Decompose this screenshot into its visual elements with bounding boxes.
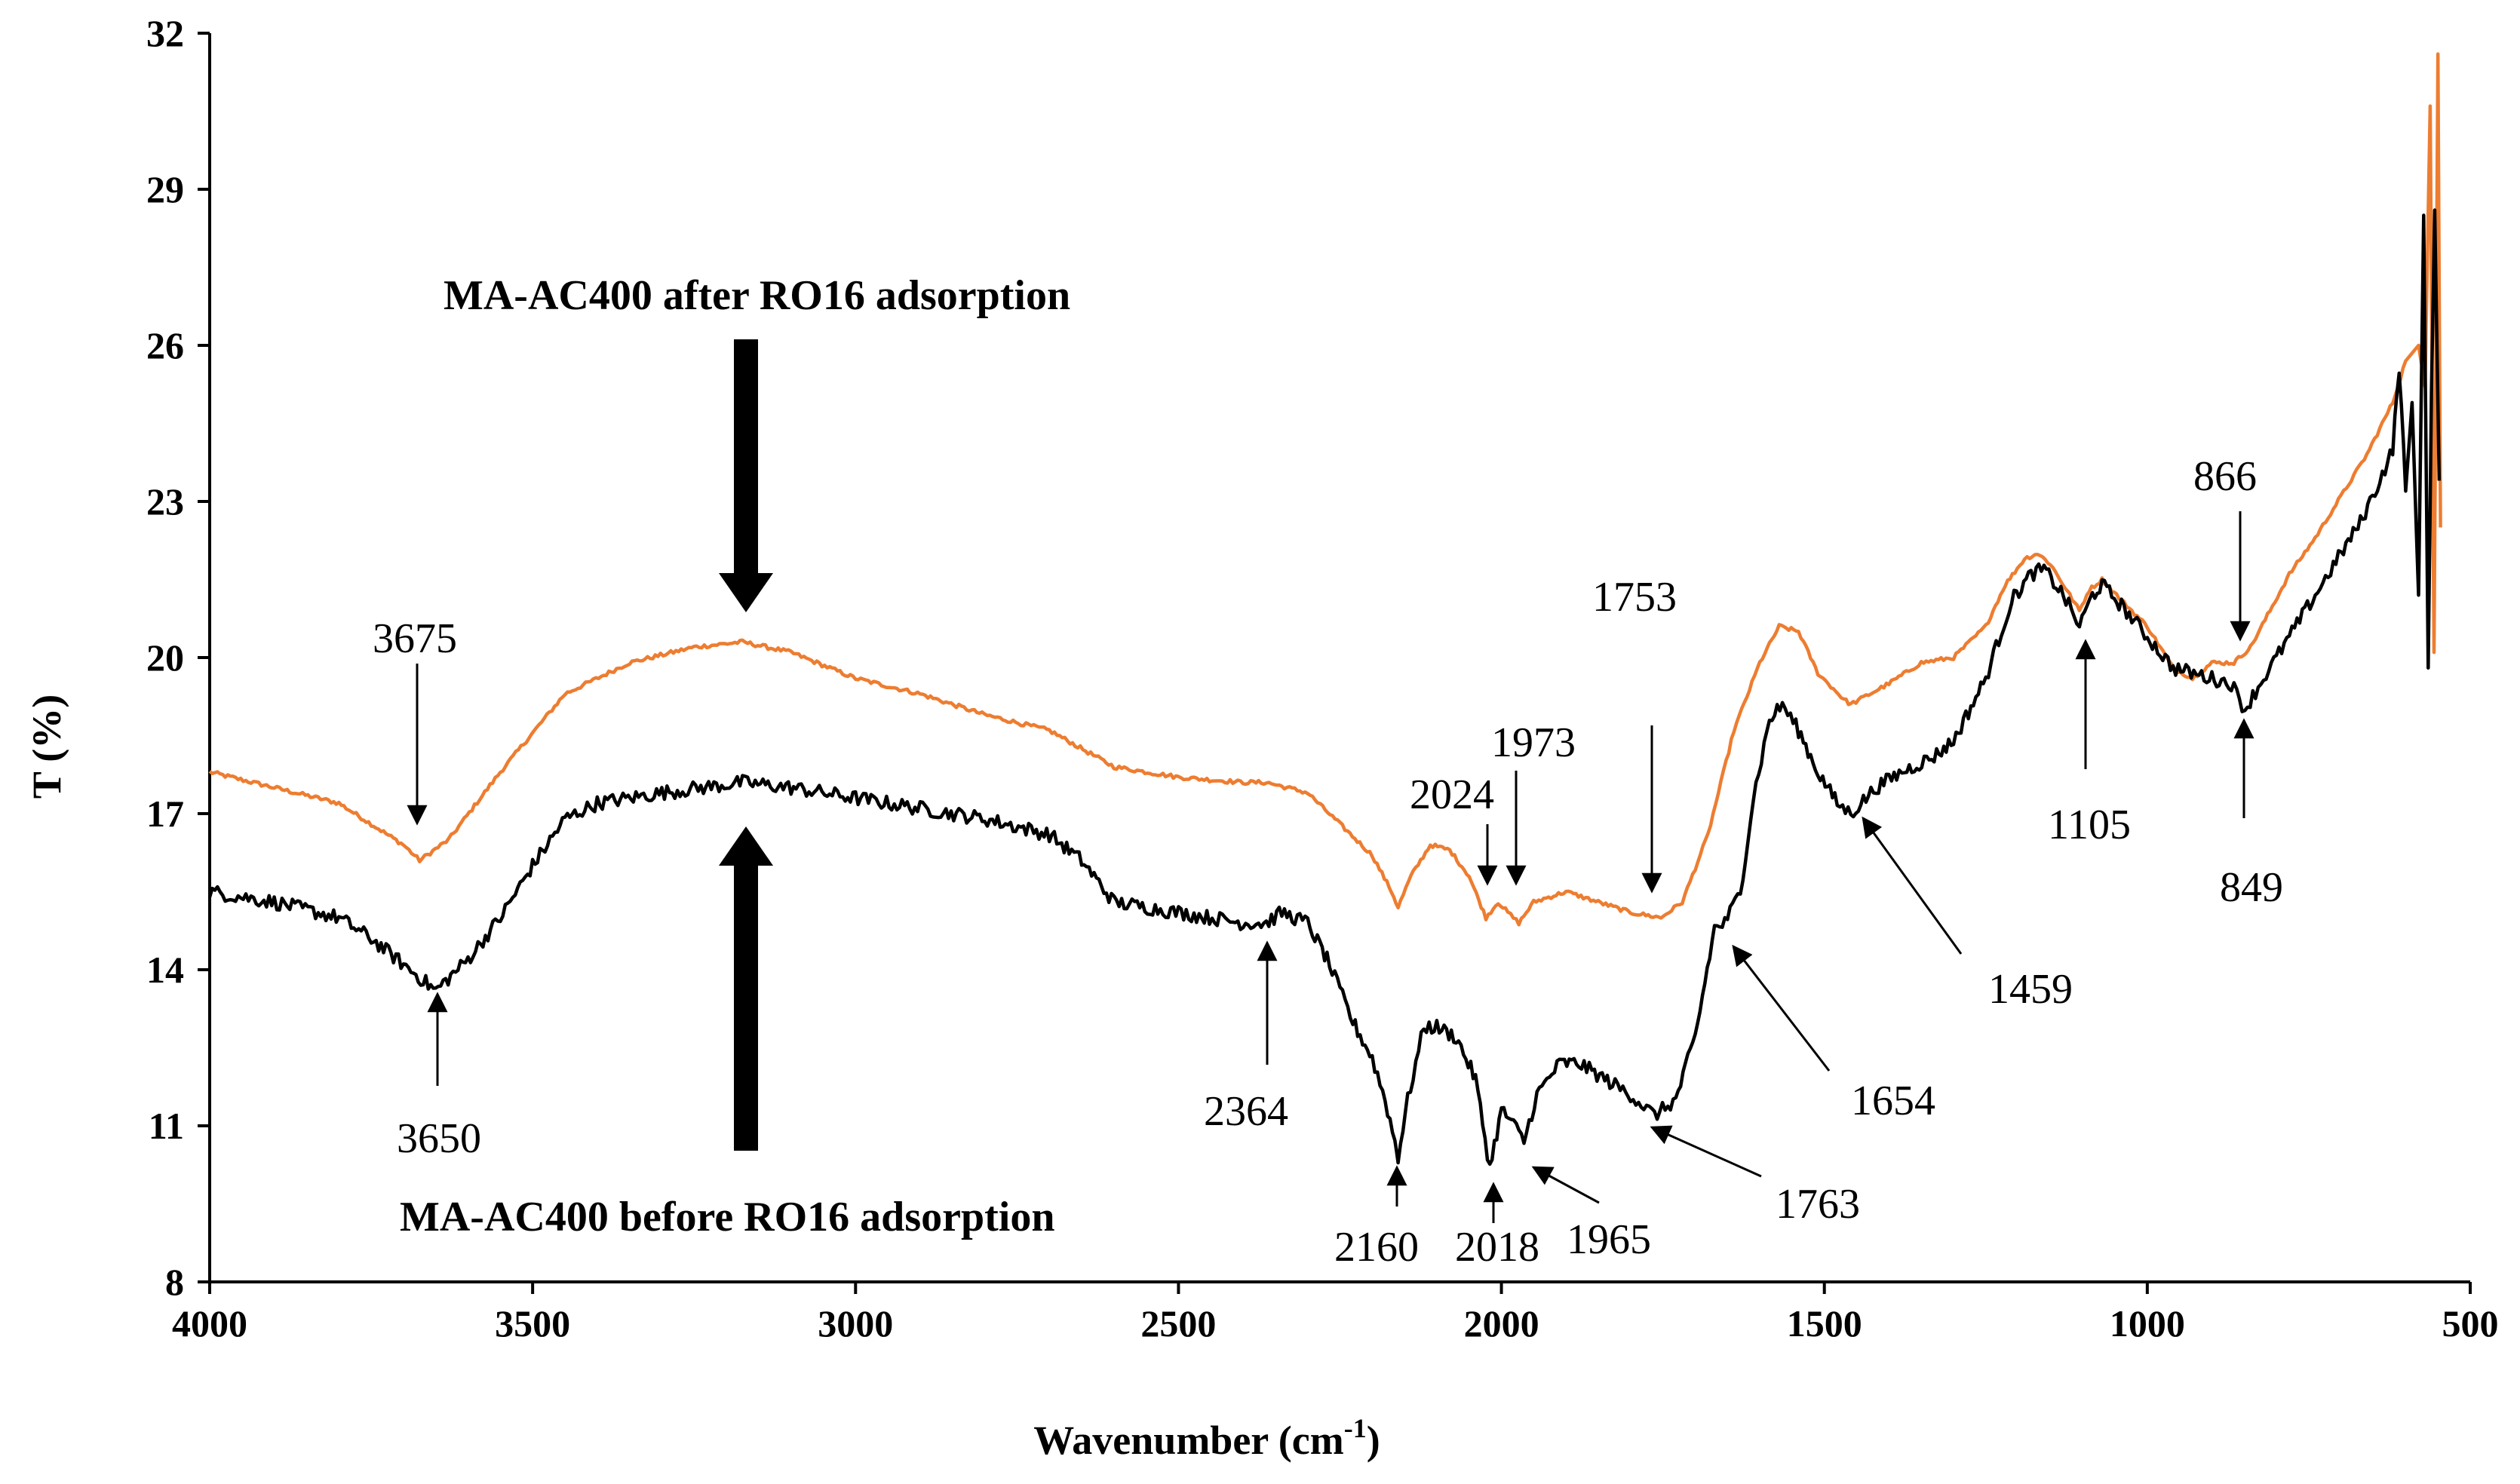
x-tick-label: 3000 (818, 1302, 893, 1344)
annotation-1763-arrow (1650, 1125, 1762, 1178)
y-tick-label: 14 (146, 949, 184, 991)
x-tick-label: 1500 (1787, 1302, 1862, 1344)
annotation-1753: 1753 (1592, 574, 1677, 621)
y-tick-label: 8 (165, 1261, 184, 1303)
series-before-adsorption-line (207, 208, 2442, 1167)
annotation-1654-arrow (1732, 944, 1831, 1072)
y-axis-title: T (%) (24, 694, 69, 799)
annotation-3675: 3675 (373, 615, 457, 662)
x-axis-title: Wavenumber (cm-1) (1033, 1413, 1380, 1463)
y-tick-label: 23 (146, 480, 184, 523)
annotation-1459: 1459 (1988, 966, 2073, 1013)
annotation-2018: 2018 (1455, 1224, 1539, 1271)
annotation-2024: 2024 (1410, 771, 1494, 818)
label-before-adsorption: MA-AC400 before RO16 adsorption (400, 1194, 1054, 1240)
annotation-1763: 1763 (1776, 1181, 1860, 1228)
x-tick-label: 3500 (495, 1302, 570, 1344)
x-axis-title-main: Wavenumber (cm (1033, 1418, 1343, 1463)
y-tick-label: 26 (146, 324, 184, 366)
x-axis-title-close: ) (1367, 1418, 1380, 1463)
x-tick-label: 4000 (172, 1302, 247, 1344)
annotation-1459-arrow (1862, 816, 1963, 955)
annotation-3650: 3650 (397, 1115, 481, 1162)
x-tick-label: 2500 (1140, 1302, 1216, 1344)
annotation-1965: 1965 (1567, 1216, 1651, 1263)
annotation-1654: 1654 (1851, 1078, 1935, 1124)
label-after-adsorption: MA-AC400 after RO16 adsorption (444, 272, 1070, 319)
annotation-2364: 2364 (1204, 1088, 1288, 1135)
up-block-arrow (719, 826, 773, 1151)
annotation-1965-arrow (1531, 1166, 1600, 1204)
annotation-2160: 2160 (1334, 1224, 1419, 1271)
annotation-849: 849 (2220, 864, 2283, 911)
x-axis-title-sup: -1 (1344, 1413, 1367, 1443)
annotation-866: 866 (2193, 453, 2257, 500)
x-tick-label: 1000 (2110, 1302, 2185, 1344)
annotation-1973: 1973 (1491, 719, 1576, 766)
series-after-adsorption-line (208, 52, 2442, 927)
y-tick-label: 32 (146, 12, 184, 54)
y-tick-label: 29 (146, 168, 184, 210)
down-block-arrow (719, 339, 773, 612)
annotation-1105: 1105 (2048, 802, 2131, 848)
x-tick-label: 2000 (1464, 1302, 1539, 1344)
y-tick-label: 20 (146, 636, 184, 679)
x-tick-label: 500 (2442, 1302, 2499, 1344)
y-tick-label: 17 (146, 793, 184, 835)
y-tick-label: 11 (149, 1105, 184, 1147)
